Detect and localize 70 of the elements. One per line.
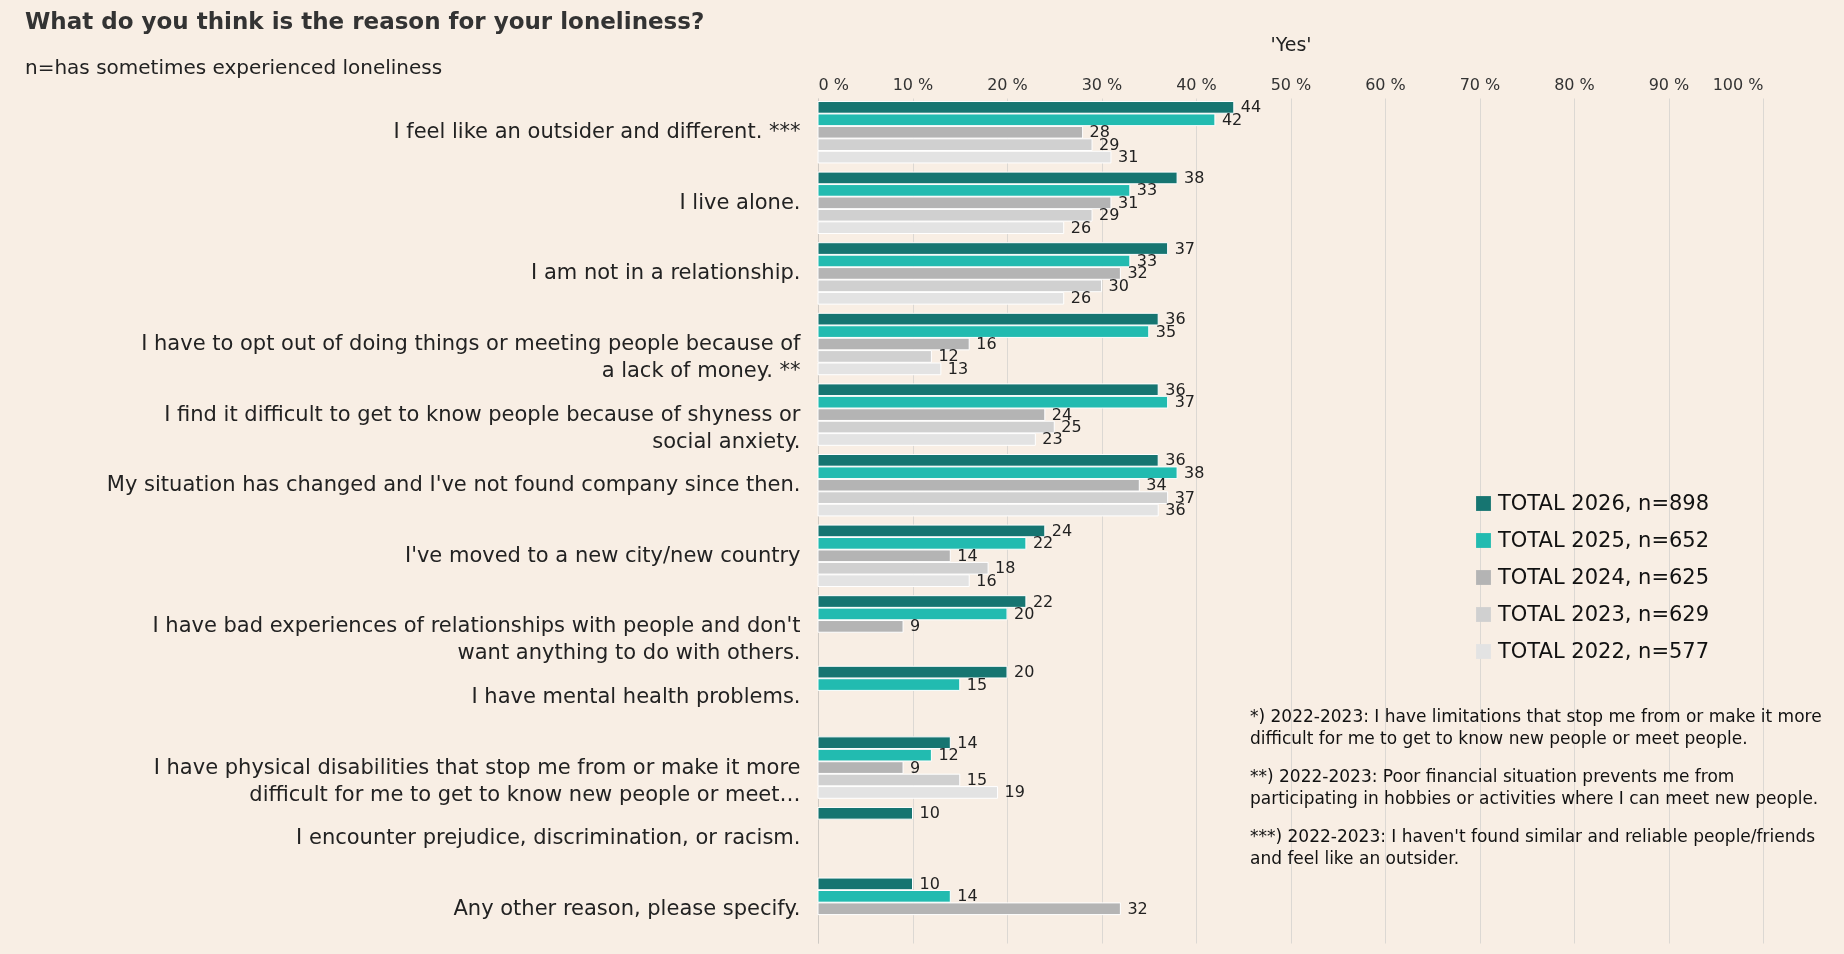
x-tick-label: 10 %: [892, 74, 934, 94]
data-label: 15: [966, 674, 988, 694]
data-label: 10: [919, 803, 940, 823]
data-label: 9: [910, 757, 921, 777]
text: What do you think is the reason for your loneliness?: [25, 8, 705, 34]
x-tick-label: 0 %: [818, 74, 849, 94]
data-label: 14: [957, 886, 978, 906]
legend-label: TOTAL 2025, n=652: [1497, 527, 1710, 552]
bar: [817, 806, 913, 820]
data-label: 31: [1117, 192, 1139, 212]
annotation: *) 2022-2023: I have limitations that stop me from or make it more difficult for me to get to know new people or meet people.: [1250, 705, 1823, 750]
y-tick-label: I have to opt out of doing things or meeting people because of a lack of money. **: [141, 331, 802, 383]
data-label: 29: [1099, 205, 1120, 225]
x-tick-label: 20 %: [987, 74, 1028, 94]
data-label: 24: [1051, 520, 1073, 540]
data-label: 38: [1184, 167, 1205, 187]
data-label: 33: [1136, 180, 1158, 200]
data-label: 16: [976, 334, 997, 354]
y-tick-label: I encounter prejudice, discrimination, or racism.: [296, 825, 801, 850]
x-tick-label: 80 %: [1554, 74, 1595, 94]
data-label: 9: [910, 616, 921, 636]
legend-label: TOTAL 2023, n=629: [1497, 601, 1710, 626]
annotation: ***) 2022-2023: I haven't found similar and reliable people/friends and feel like an outsider.: [1250, 825, 1817, 870]
data-label: 22: [1032, 533, 1054, 553]
y-tick-label: I find it difficult to get to know people because of shyness or social anxiety.: [164, 401, 801, 453]
data-label: 34: [1146, 475, 1167, 495]
data-label: 19: [1004, 782, 1025, 802]
y-tick-label: I have mental health problems.: [471, 683, 801, 708]
y-tick-label: I am not in a relationship.: [531, 260, 801, 285]
data-label: 22: [1032, 591, 1054, 611]
data-label: 32: [1127, 898, 1148, 918]
data-label: 10: [919, 873, 940, 893]
data-label: 30: [1108, 275, 1129, 295]
y-tick-label: I've moved to a new city/new country: [404, 542, 801, 567]
data-label: 37: [1174, 238, 1196, 258]
text: n=has sometimes experienced loneliness: [25, 55, 443, 79]
x-tick-label: 30 %: [1081, 74, 1123, 94]
x-tick-label: 60 %: [1365, 74, 1406, 94]
legend-label: TOTAL 2024, n=625: [1497, 564, 1710, 589]
y-tick-label: I have physical disabilities that stop me from or make it more difficult for me to get to know new people or meet…: [153, 754, 801, 806]
x-tick-label: 50 %: [1270, 74, 1312, 94]
data-label: 26: [1070, 217, 1092, 237]
annotation: **) 2022-2023: Poor financial situation prevents me from participating in hobbies or activities where I can meet new people.: [1250, 765, 1820, 810]
data-label: 12: [938, 745, 959, 765]
x-tick-label: 40 %: [1176, 74, 1217, 94]
legend-label: TOTAL 2022, n=577: [1497, 638, 1710, 663]
data-label: 38: [1184, 462, 1205, 482]
data-label: 18: [995, 558, 1016, 578]
y-tick-label: I feel like an outsider and different. ***: [393, 119, 801, 144]
y-tick-label: I live alone.: [679, 189, 801, 214]
y-tick-label: I have bad experiences of relationships with people and don't want anything to do with others.: [152, 613, 801, 665]
data-label: 20: [1014, 603, 1035, 623]
data-label: 16: [976, 570, 997, 590]
data-label: 31: [1117, 147, 1139, 167]
data-label: 14: [957, 545, 978, 565]
data-label: 14: [957, 732, 978, 752]
data-label: 23: [1042, 429, 1063, 449]
x-tick-label: 100 %: [1712, 74, 1764, 94]
data-label: 44: [1240, 97, 1262, 117]
x-axis-title: 'Yes': [1270, 32, 1312, 55]
data-label: 15: [966, 770, 988, 790]
x-tick-label: 90 %: [1648, 74, 1690, 94]
y-tick-label: Any other reason, please specify.: [453, 895, 801, 920]
data-label: 26: [1070, 288, 1092, 308]
data-label: 36: [1165, 450, 1186, 470]
y-tick-label: My situation has changed and I've not found company since then.: [106, 472, 801, 497]
x-tick-label: 70 %: [1459, 74, 1501, 94]
legend-label: TOTAL 2026, n=898: [1497, 490, 1710, 515]
data-label: 42: [1221, 109, 1243, 129]
data-label: 20: [1014, 662, 1035, 682]
